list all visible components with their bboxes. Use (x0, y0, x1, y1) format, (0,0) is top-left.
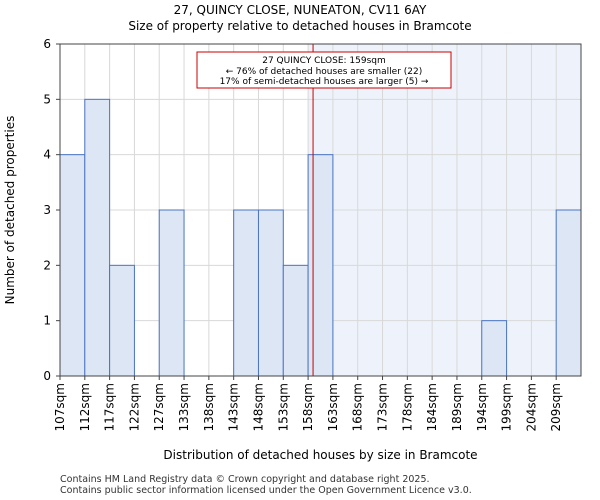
annotation-box: 27 QUINCY CLOSE: 159sqm ← 76% of detache… (196, 51, 452, 89)
y-tick-label: 5 (43, 92, 51, 106)
bar-117sqm (109, 264, 135, 377)
bar-153sqm (282, 264, 309, 377)
x-tick-label: 163sqm (326, 383, 340, 431)
footer-line-1: Contains HM Land Registry data © Crown c… (60, 474, 430, 485)
x-tick-label: 168sqm (351, 383, 365, 431)
chart-subtitle: Size of property relative to detached ho… (128, 19, 472, 33)
x-tick-label: 148sqm (251, 383, 265, 431)
y-tick-label: 4 (43, 148, 51, 162)
x-tick-label: 117sqm (103, 383, 117, 431)
bar-143sqm (233, 209, 259, 377)
x-tick-label: 173sqm (376, 383, 390, 431)
bar-209sqm (555, 209, 582, 377)
x-tick-label: 158sqm (301, 383, 315, 431)
bar-158sqm (307, 154, 334, 377)
bar-127sqm (158, 209, 185, 377)
x-axis-label: Distribution of detached houses by size … (163, 448, 477, 462)
x-tick-label: 194sqm (475, 383, 489, 431)
x-tick-label: 112sqm (78, 383, 92, 431)
bar-112sqm (84, 98, 111, 377)
annotation-line-2: ← 76% of detached houses are smaller (22… (226, 67, 423, 77)
x-tick-label: 122sqm (127, 383, 141, 431)
y-axis-label: Number of detached properties (3, 116, 17, 305)
y-tick-label: 6 (43, 37, 51, 51)
bars (59, 98, 582, 377)
x-tick-label: 204sqm (524, 383, 538, 431)
x-tick-label: 184sqm (425, 383, 439, 431)
x-tick-label: 189sqm (450, 383, 464, 431)
y-tick-label: 2 (43, 258, 51, 272)
x-tick-label: 138sqm (202, 383, 216, 431)
x-tick-label: 199sqm (500, 383, 514, 431)
x-tick-label: 127sqm (152, 383, 166, 431)
x-tick-label: 143sqm (227, 383, 241, 431)
annotation-line-1: 27 QUINCY CLOSE: 159sqm (262, 56, 386, 66)
x-tick-label: 153sqm (276, 383, 290, 431)
annotation-border (196, 51, 452, 89)
x-tick-label: 133sqm (177, 383, 191, 431)
y-tick-label: 3 (43, 203, 51, 217)
bar-107sqm (59, 154, 86, 377)
x-tick-label: 178sqm (400, 383, 414, 431)
x-tick-label: 107sqm (53, 383, 67, 431)
bar-148sqm (257, 209, 284, 377)
x-tick-label: 209sqm (549, 383, 563, 431)
y-tick-label: 0 (43, 369, 51, 383)
footer-line-2: Contains public sector information licen… (60, 485, 472, 496)
y-axis-ticks: 0 1 2 3 4 5 6 (43, 37, 60, 383)
chart-title: 27, QUINCY CLOSE, NUNEATON, CV11 6AY (173, 3, 427, 17)
bar-194sqm (481, 320, 508, 377)
x-axis-ticks: 107sqm 112sqm 117sqm 122sqm 127sqm 133sqm 138s… (53, 376, 563, 431)
y-tick-label: 1 (43, 314, 51, 328)
annotation-line-3: 17% of semi-detached houses are larger (… (220, 77, 429, 87)
